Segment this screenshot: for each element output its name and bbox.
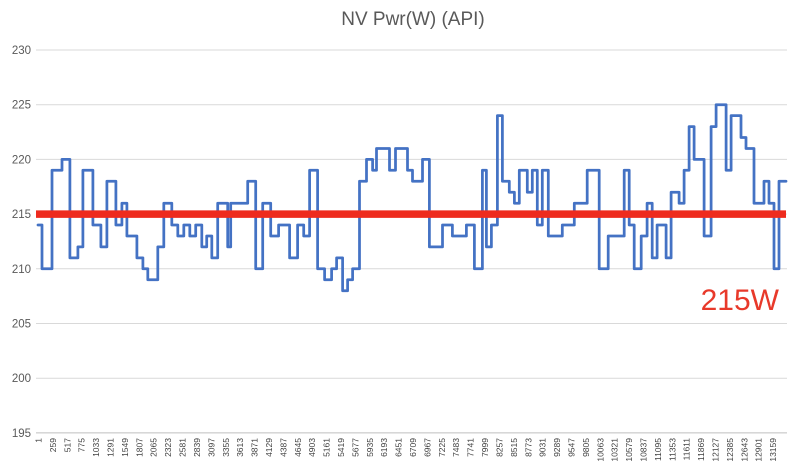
x-axis-tick-label: 6967 [422, 438, 432, 457]
x-axis-tick-label: 12385 [725, 438, 735, 462]
x-axis-tick-label: 1549 [120, 438, 130, 457]
x-axis-tick-label: 5161 [322, 438, 332, 457]
x-axis-tick-label: 5419 [336, 438, 346, 457]
annotation-215w: 215W [700, 284, 779, 317]
x-axis-tick-label: 3871 [250, 438, 260, 457]
x-axis-tick-label: 8257 [494, 438, 504, 457]
x-axis-tick-label: 10063 [595, 438, 605, 462]
x-axis-tick-label: 9031 [538, 438, 548, 457]
x-axis-tick-label: 2065 [149, 438, 159, 457]
x-axis-tick-label: 3355 [221, 438, 231, 457]
x-axis-tick-label: 11869 [696, 438, 706, 461]
x-axis-tick-label: 2323 [163, 438, 173, 457]
chart-title: NV Pwr(W) (API) [341, 9, 485, 30]
x-axis-tick-label: 4387 [278, 438, 288, 457]
x-axis-tick-label: 6709 [408, 438, 418, 457]
x-axis-tick-label: 2581 [178, 438, 188, 457]
x-axis-tick-label: 12127 [711, 438, 721, 462]
y-axis-tick-label: 195 [12, 428, 31, 440]
y-axis-tick-label: 205 [12, 319, 31, 331]
y-axis-tick-label: 215 [12, 209, 31, 221]
x-axis-tick-label: 1291 [106, 438, 116, 457]
x-axis-tick-label: 11095 [653, 438, 663, 461]
x-axis-tick-label: 517 [62, 438, 72, 452]
x-axis-tick-label: 7999 [480, 438, 490, 457]
x-axis-tick-label: 4903 [307, 438, 317, 457]
x-axis-tick-label: 13159 [768, 438, 778, 462]
x-axis-tick-label: 5677 [350, 438, 360, 457]
x-axis-tick-label: 10837 [639, 438, 649, 462]
x-axis-tick-label: 7225 [437, 438, 447, 457]
x-axis-tick-label: 10321 [610, 438, 620, 462]
x-axis-tick-label: 6193 [379, 438, 389, 457]
x-axis-tick-label: 3613 [235, 438, 245, 457]
y-axis-tick-label: 200 [12, 373, 31, 385]
x-axis-tick-label: 11353 [667, 438, 677, 461]
y-axis-tick-label: 220 [12, 154, 31, 166]
x-axis-tick-label: 6451 [394, 438, 404, 457]
x-axis-tick-label: 4645 [293, 438, 303, 457]
x-axis-tick-label: 1807 [134, 438, 144, 457]
x-axis-tick-label: 2839 [192, 438, 202, 457]
x-axis-tick-label: 9289 [552, 438, 562, 457]
x-axis-tick-label: 11611 [682, 438, 692, 461]
x-axis-tick-label: 8515 [509, 438, 519, 457]
y-axis-tick-label: 225 [12, 100, 31, 112]
x-axis-tick-label: 775 [77, 438, 87, 452]
x-axis-tick-label: 8773 [523, 438, 533, 457]
y-axis-tick-label: 230 [12, 45, 31, 57]
y-axis-tick-label: 210 [12, 264, 31, 276]
x-axis-tick-label: 4129 [264, 438, 274, 457]
x-axis-tick-label: 3097 [206, 438, 216, 457]
x-axis-tick-label: 7483 [451, 438, 461, 457]
x-axis-tick-label: 1033 [91, 438, 101, 457]
x-axis-tick-label: 9547 [566, 438, 576, 457]
x-axis-tick-label: 12901 [754, 438, 764, 462]
x-axis-tick-label: 259 [48, 438, 58, 452]
x-axis-tick-label: 1 [34, 438, 44, 443]
x-axis-tick-label: 12643 [739, 438, 749, 462]
power-step-line [36, 103, 788, 293]
x-axis-tick-label: 7741 [466, 438, 476, 457]
x-axis-tick-label: 9805 [581, 438, 591, 457]
x-axis-tick-label: 10579 [624, 438, 634, 462]
x-axis-tick-label: 5935 [365, 438, 375, 457]
